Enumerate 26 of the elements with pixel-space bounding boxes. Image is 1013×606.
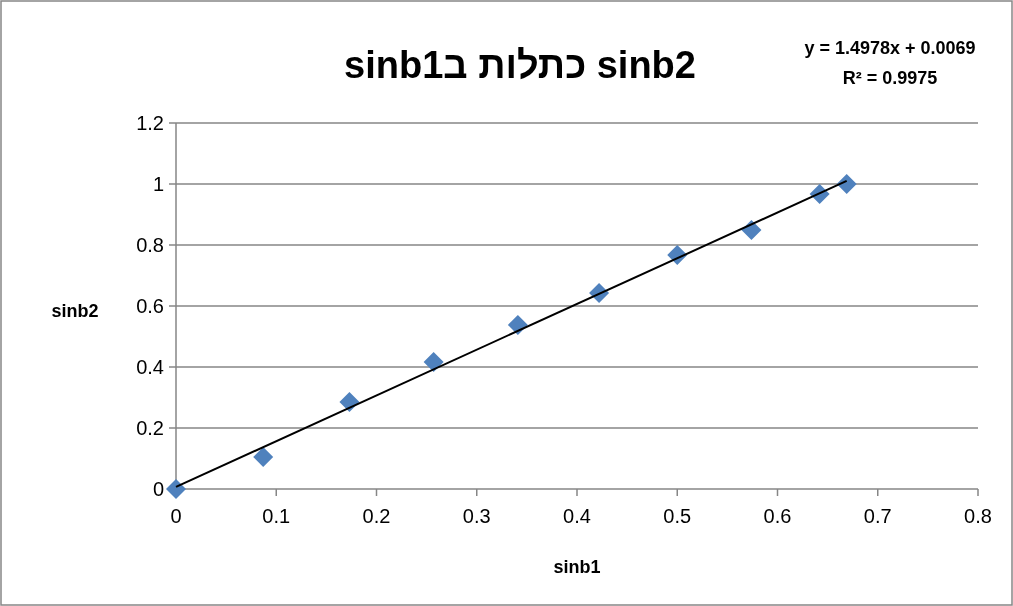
text: R² = 0.9975 <box>842 68 938 88</box>
y-tick-label: 0.6 <box>136 295 164 317</box>
x-tick-label: 0.2 <box>362 505 391 527</box>
y-tick-label: 1.2 <box>136 112 164 134</box>
point <box>836 174 857 194</box>
x-tick-label: 0 <box>170 505 182 527</box>
y-tick-label: 1 <box>152 173 164 195</box>
x-tick-label: 0.6 <box>763 505 792 527</box>
point <box>423 352 444 373</box>
y-tick-label: 0.4 <box>136 356 164 378</box>
x-tick-label: 0.1 <box>262 505 291 527</box>
y-tick-label: 0.8 <box>136 234 164 256</box>
text: y = 1.4978x + 0.0069 <box>804 38 976 58</box>
point <box>166 479 186 499</box>
y-axis-title: sinb2 <box>51 301 99 321</box>
plot: 0 0.2 0.4 0.6 0.8 1 1.2 0 0.1 0.2 0.3 0.4 0.5 0.6 0.7 0.8 <box>136 112 992 527</box>
x-tick-label: 0.5 <box>663 505 692 527</box>
x-tick-label: 0.7 <box>863 505 892 527</box>
y-tick-label: 0 <box>152 478 164 500</box>
x-tick-label: 0.3 <box>462 505 491 527</box>
point <box>253 446 274 467</box>
x-axis-title: sinb1 <box>553 557 601 577</box>
x-tick-label: 0.4 <box>563 505 591 527</box>
chart-title: sinb2 כתלות בsinb1 <box>344 44 696 86</box>
x-tick-label: 0.8 <box>964 505 992 527</box>
y-tick-label: 0.2 <box>136 417 164 439</box>
